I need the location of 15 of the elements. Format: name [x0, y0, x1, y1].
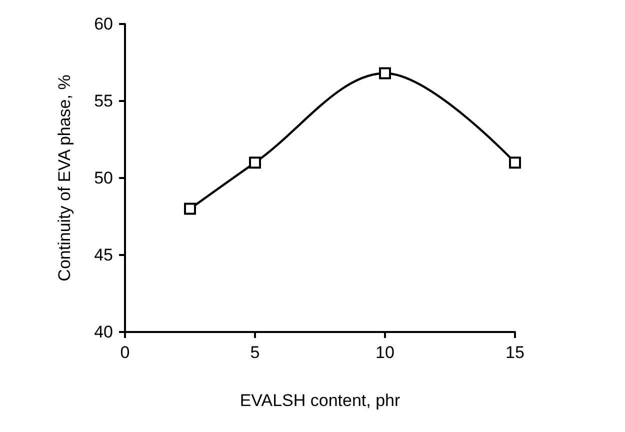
- y-tick-label: 55: [94, 92, 113, 110]
- y-tick-label: 40: [94, 322, 113, 342]
- point: [509, 156, 521, 169]
- y-axis-title: Continuity of EVA phase, %: [55, 74, 74, 282]
- point: [379, 67, 391, 80]
- x-tick-label: 15: [506, 343, 524, 362]
- x-axis-title: EVALSH content, phr: [240, 391, 400, 410]
- point: [184, 202, 196, 215]
- y-tick-label: 60: [94, 14, 113, 34]
- x-tick-label: 5: [250, 343, 260, 362]
- y-tick-label: 50: [94, 168, 113, 188]
- point: [249, 156, 261, 169]
- y-tick-label: 45: [94, 246, 113, 264]
- x-tick-label: 10: [376, 343, 394, 362]
- x-tick-label: 0: [120, 343, 130, 362]
